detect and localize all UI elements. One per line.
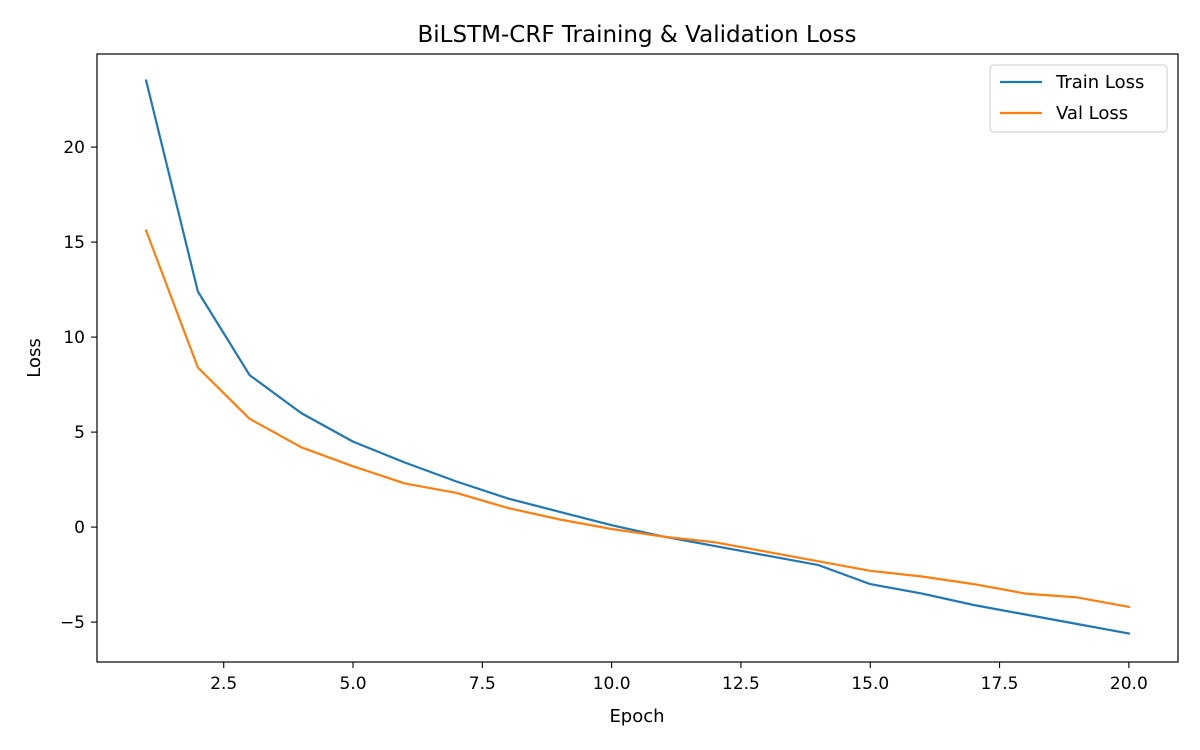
- legend-label-train: Train Loss: [1055, 72, 1144, 93]
- x-tick-label: 10.0: [593, 674, 631, 694]
- y-tick-label: 0: [74, 518, 85, 538]
- series-layer: [144, 79, 1131, 635]
- x-tick-label: 20.0: [1110, 674, 1148, 694]
- y-tick-label: −5: [60, 613, 85, 633]
- x-tick-label: 17.5: [981, 674, 1019, 694]
- y-axis-ticks: −5 0 5 10 15 20: [60, 138, 97, 633]
- x-axis-ticks: 2.5 5.0 7.5 10.0 12.5 15.0 17.5 20.0: [210, 662, 1148, 694]
- y-tick-label: 5: [74, 423, 85, 443]
- x-tick-label: 5.0: [340, 674, 367, 694]
- y-axis-label: Loss: [24, 338, 45, 377]
- x-tick-label: 12.5: [722, 674, 760, 694]
- x-axis-label: Epoch: [609, 706, 664, 727]
- series-line-val-loss: [144, 229, 1131, 609]
- series-line-train-loss: [144, 79, 1131, 635]
- plot-frame: [96, 53, 1179, 663]
- y-tick-label: 10: [63, 328, 85, 348]
- chart-title: BiLSTM-CRF Training & Validation Loss: [418, 22, 857, 48]
- legend-label-val: Val Loss: [1056, 103, 1128, 124]
- x-tick-label: 7.5: [469, 674, 496, 694]
- x-tick-label: 2.5: [210, 674, 237, 694]
- y-tick-label: 15: [63, 233, 85, 253]
- x-tick-label: 15.0: [851, 674, 889, 694]
- legend: Train Loss Val Loss: [989, 64, 1168, 133]
- y-tick-label: 20: [63, 138, 85, 158]
